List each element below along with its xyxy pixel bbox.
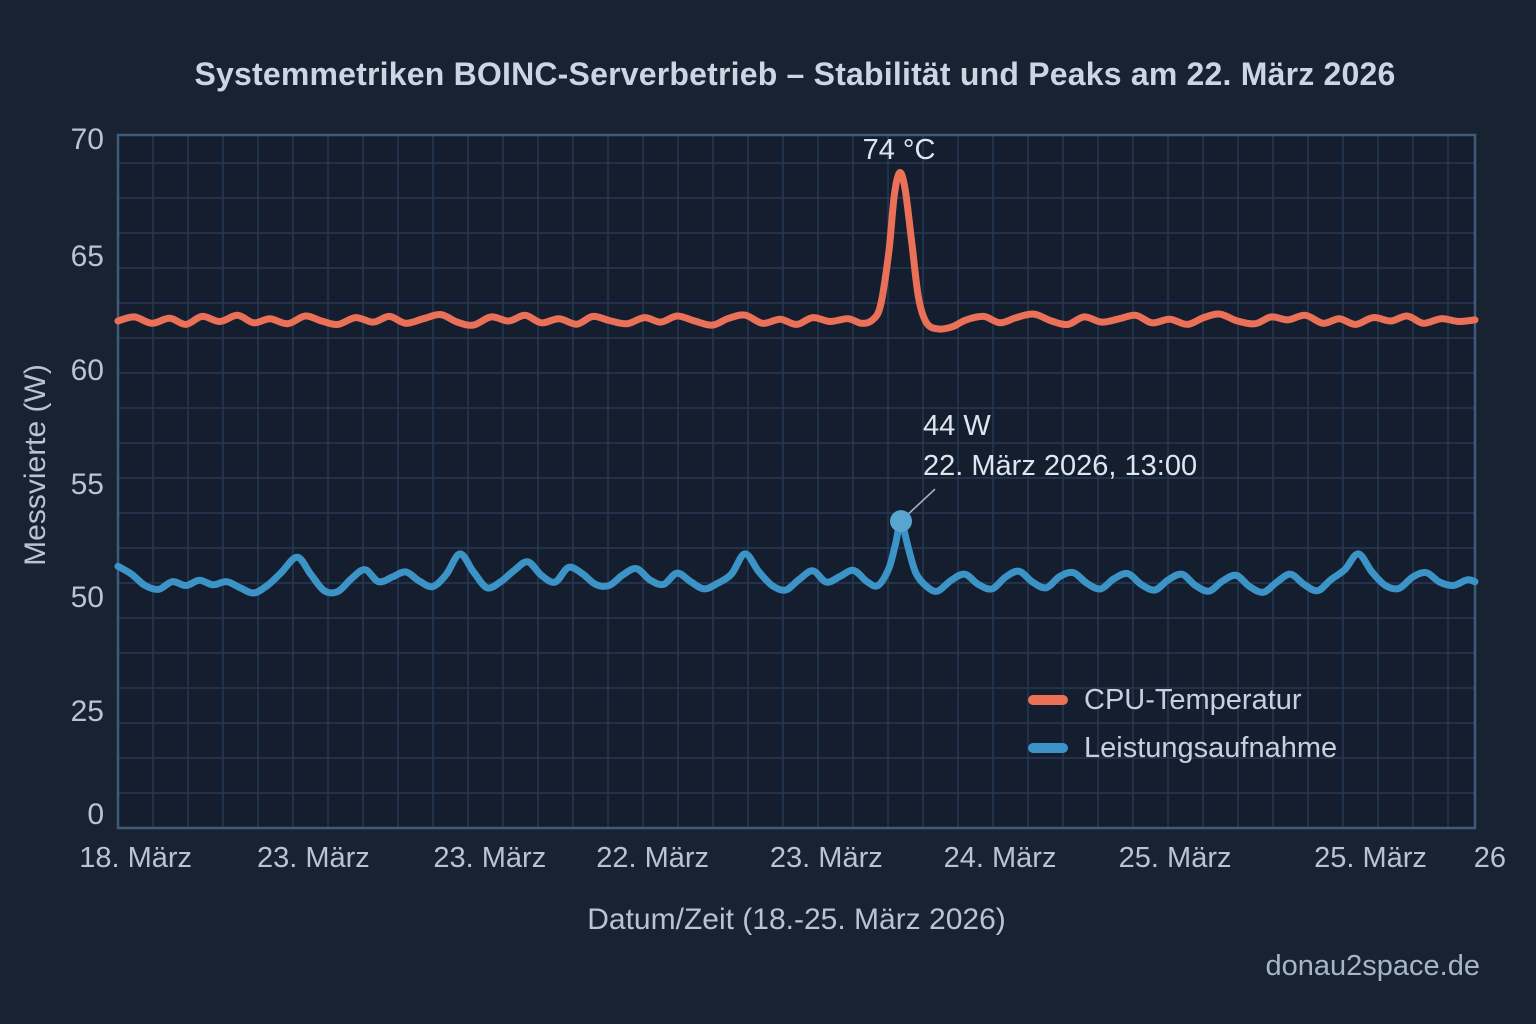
- watermark: donau2space.de: [1265, 950, 1480, 982]
- x-tick-label: 24. März: [943, 842, 1057, 874]
- legend-label-temperature: CPU-Temperatur: [1084, 683, 1302, 716]
- x-tick-label: 25. März: [1118, 842, 1232, 874]
- x-axis-label: Datum/Zeit (18.-25. März 2026): [587, 903, 1006, 936]
- annotation-power-peak-time: 22. März 2026, 13:00: [923, 450, 1198, 482]
- y-tick-label: 25: [70, 695, 104, 729]
- y-tick-label: 0: [87, 797, 104, 831]
- x-tick-label: 26: [1473, 842, 1507, 874]
- y-tick-label: 50: [70, 580, 104, 614]
- y-tick-label: 65: [70, 239, 104, 273]
- legend-item-leistungsaufnahme: Leistungsaufnahme: [1028, 724, 1337, 772]
- annotation-temperature-peak: 74 °C: [862, 134, 936, 166]
- chart-title: Systemmetriken BOINC-Serverbetrieb – Sta…: [194, 56, 1396, 92]
- x-tick-label: 18. März: [79, 842, 193, 874]
- legend-item-cpu-temperatur: CPU-Temperatur: [1028, 676, 1337, 724]
- y-axis-label: Messvierte (W): [19, 364, 52, 566]
- legend-label-power: Leistungsaufnahme: [1084, 731, 1338, 764]
- legend-swatch-power: [1028, 743, 1068, 753]
- y-tick-label: 70: [70, 122, 104, 156]
- x-tick-label: 23. März: [256, 842, 370, 874]
- x-tick-label: 22. März: [596, 842, 710, 874]
- x-tick-label: 23. März: [433, 842, 547, 874]
- legend: CPU-Temperatur Leistungsaufnahme: [1028, 676, 1337, 772]
- legend-swatch-temperature: [1028, 695, 1068, 705]
- y-tick-label: 60: [70, 354, 104, 388]
- y-tick-label: 55: [70, 467, 104, 501]
- annotation-power-peak: 44 W 22. März 2026, 13:00: [923, 406, 1197, 486]
- x-tick-label: 23. März: [769, 842, 883, 874]
- x-tick-label: 25. März: [1314, 842, 1427, 874]
- annotation-power-peak-value: 44 W: [923, 410, 991, 442]
